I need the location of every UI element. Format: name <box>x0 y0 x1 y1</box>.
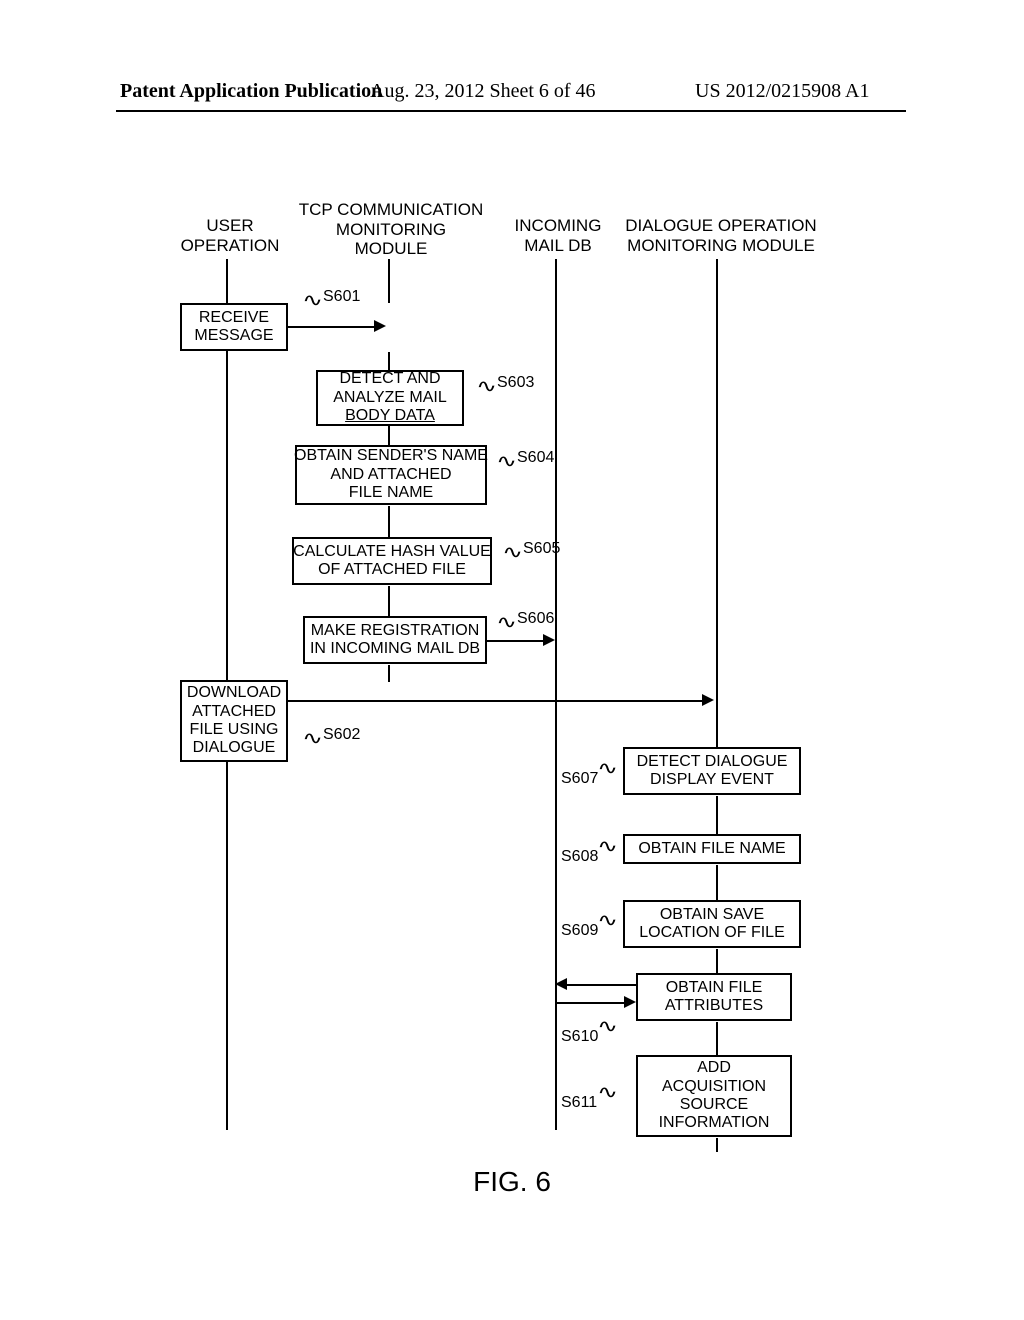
arrow-head-icon <box>374 320 386 332</box>
arrow <box>567 984 636 986</box>
step-s610: S610 <box>561 1028 598 1046</box>
tilde-icon: ∿ <box>597 910 618 931</box>
box-obtain-sender: OBTAIN SENDER'S NAME AND ATTACHED FILE N… <box>295 445 487 505</box>
step-s603: S603 <box>497 374 534 392</box>
tilde-icon: ∿ <box>597 1016 618 1037</box>
lifeline-label-user: USER OPERATION <box>180 216 280 255</box>
lifeline-label-maildb: INCOMING MAIL DB <box>508 216 608 255</box>
arrow-head-icon <box>702 694 714 706</box>
tilde-icon: ∿ <box>476 376 497 397</box>
box-detect-dialogue: DETECT DIALOGUE DISPLAY EVENT <box>623 747 801 795</box>
step-s601: S601 <box>323 288 360 306</box>
box-add-acq-source: ADD ACQUISITION SOURCE INFORMATION <box>636 1055 792 1137</box>
tilde-icon: ∿ <box>597 758 618 779</box>
lifeline-label-tcp: TCP COMMUNICATION MONITORING MODULE <box>296 200 486 259</box>
step-s609: S609 <box>561 922 598 940</box>
conn <box>716 865 718 900</box>
box-obtain-file-name: OBTAIN FILE NAME <box>623 834 801 864</box>
step-s607: S607 <box>561 770 598 788</box>
step-s605: S605 <box>523 540 560 558</box>
tilde-icon: ∿ <box>302 728 323 749</box>
tilde-icon: ∿ <box>597 1082 618 1103</box>
conn <box>716 949 718 973</box>
lifeline-dialog-top <box>716 259 718 747</box>
box-detect-analyze: DETECT AND ANALYZE MAIL BODY DATA <box>316 370 464 426</box>
box-obtain-file-attr: OBTAIN FILE ATTRIBUTES <box>636 973 792 1021</box>
box-line-underline: BODY DATA <box>345 407 435 425</box>
arrow-head-icon <box>543 634 555 646</box>
arrow <box>557 1002 626 1004</box>
lifeline-label-dialog: DIALOGUE OPERATION MONITORING MODULE <box>616 216 826 255</box>
conn <box>388 586 390 616</box>
step-s604: S604 <box>517 449 554 467</box>
tilde-icon: ∿ <box>302 290 323 311</box>
step-s608: S608 <box>561 848 598 866</box>
conn <box>388 352 390 370</box>
lifeline-tcp-top <box>388 259 390 303</box>
box-download-attached: DOWNLOAD ATTACHED FILE USING DIALOGUE <box>180 680 288 762</box>
box-obtain-save-loc: OBTAIN SAVE LOCATION OF FILE <box>623 900 801 948</box>
box-calc-hash: CALCULATE HASH VALUE OF ATTACHED FILE <box>292 537 492 585</box>
step-s602: S602 <box>323 726 360 744</box>
step-s611: S611 <box>561 1094 597 1112</box>
arrow <box>487 640 545 642</box>
conn <box>716 796 718 834</box>
conn <box>716 1022 718 1055</box>
lifeline-maildb <box>555 259 557 1130</box>
arrow <box>288 700 704 702</box>
box-make-registration: MAKE REGISTRATION IN INCOMING MAIL DB <box>303 616 487 664</box>
lifeline-tcp-bot <box>388 665 390 682</box>
box-receive-message: RECEIVE MESSAGE <box>180 303 288 351</box>
step-s606: S606 <box>517 610 554 628</box>
figure-caption: FIG. 6 <box>0 1166 1024 1198</box>
arrow <box>288 326 376 328</box>
diagram-canvas: USER OPERATION TCP COMMUNICATION MONITOR… <box>0 0 1024 1320</box>
arrow-head-icon <box>624 996 636 1008</box>
tilde-icon: ∿ <box>502 542 523 563</box>
tilde-icon: ∿ <box>496 451 517 472</box>
arrow-head-icon <box>555 978 567 990</box>
tilde-icon: ∿ <box>496 612 517 633</box>
tilde-icon: ∿ <box>597 836 618 857</box>
conn <box>716 1138 718 1152</box>
conn <box>388 506 390 537</box>
box-line: DETECT AND ANALYZE MAIL <box>333 370 447 407</box>
